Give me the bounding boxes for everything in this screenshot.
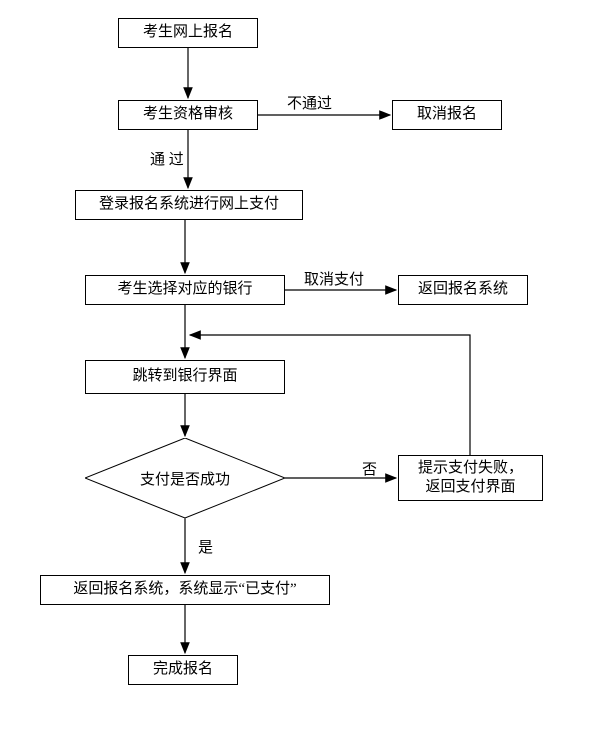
node-qualification-review: 考生资格审核: [118, 100, 258, 130]
node-label: 支付是否成功: [140, 468, 230, 489]
node-label: 登录报名系统进行网上支付: [99, 195, 279, 215]
node-label: 考生选择对应的银行: [117, 280, 252, 300]
node-select-bank: 考生选择对应的银行: [85, 275, 285, 305]
node-label: 跳转到银行界面: [132, 367, 237, 387]
node-label: 取消报名: [417, 105, 477, 125]
edge-label-no: 否: [360, 458, 379, 479]
node-bank-interface: 跳转到银行界面: [85, 360, 285, 394]
node-login-pay-online: 登录报名系统进行网上支付: [75, 190, 303, 220]
node-label: 返回报名系统: [418, 280, 508, 300]
node-complete-registration: 完成报名: [128, 655, 238, 685]
edge-label-cancel-pay: 取消支付: [302, 268, 366, 289]
node-label: 返回报名系统，系统显示“已支付”: [73, 580, 296, 600]
node-label: 考生资格审核: [143, 105, 233, 125]
edge-label-yes: 是: [196, 536, 215, 557]
node-payment-success-decision: 支付是否成功: [85, 438, 285, 518]
edge-label-fail-review: 不通过: [285, 92, 334, 113]
node-label: 完成报名: [153, 660, 213, 680]
node-label: 提示支付失败， 返回支付界面: [418, 459, 523, 498]
edge-label-pass-review: 通 过: [148, 148, 186, 169]
node-return-system: 返回报名系统: [398, 275, 528, 305]
node-cancel-registration: 取消报名: [392, 100, 502, 130]
node-label: 考生网上报名: [143, 23, 233, 43]
node-register-online: 考生网上报名: [118, 18, 258, 48]
node-payment-failed: 提示支付失败， 返回支付界面: [398, 455, 543, 501]
node-system-paid: 返回报名系统，系统显示“已支付”: [40, 575, 330, 605]
